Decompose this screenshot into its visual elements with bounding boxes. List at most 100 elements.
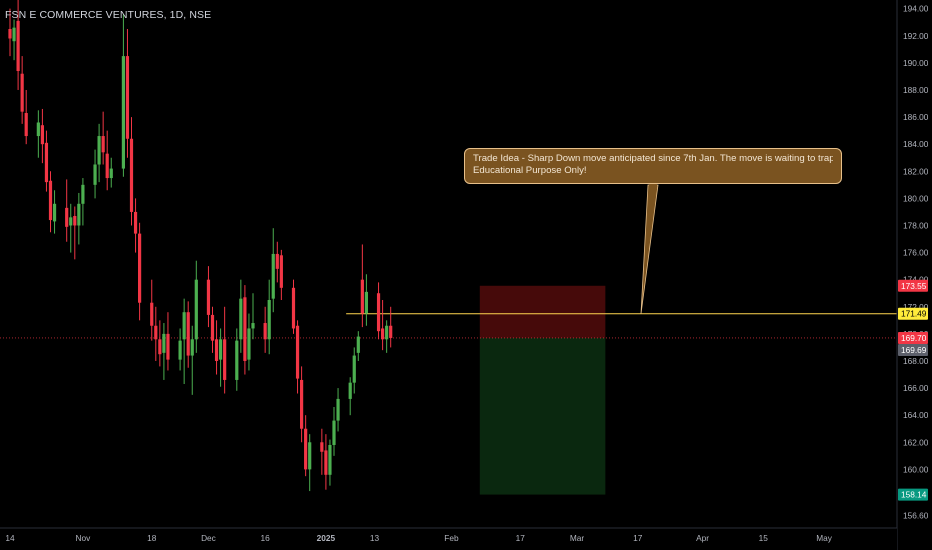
candle-body — [295, 325, 300, 379]
candle-body — [101, 136, 105, 153]
candle-body — [190, 339, 194, 356]
candle-body — [16, 20, 20, 72]
price-tick-label: 162.00 — [903, 437, 929, 447]
candle-body — [40, 125, 44, 145]
price-tick-label: 188.00 — [903, 85, 929, 95]
time-tick-label: Dec — [201, 533, 216, 543]
price-tick-label: 166.00 — [903, 383, 929, 393]
candle-body — [336, 398, 340, 421]
candle-body — [360, 279, 364, 314]
time-tick-label: 13 — [370, 533, 380, 543]
price-tick-label: 180.00 — [903, 193, 929, 203]
price-tick-label: 164.00 — [903, 410, 929, 420]
candle-body — [324, 450, 328, 475]
price-label-badge[interactable]: 169.70 — [898, 331, 928, 344]
price-label-badge[interactable]: 171.49 — [898, 307, 928, 320]
candle-body — [81, 184, 85, 204]
price-label-bg — [898, 279, 928, 292]
candle-body — [182, 312, 186, 340]
price-label-bg — [898, 331, 928, 344]
time-tick-label: 18 — [147, 533, 157, 543]
time-tick-label: 16 — [261, 533, 271, 543]
candle-body — [194, 279, 198, 340]
candle-body — [251, 323, 255, 329]
candle-body — [97, 136, 101, 165]
candle-body — [109, 168, 113, 179]
time-tick-label: Apr — [696, 533, 709, 543]
candle-body — [304, 428, 308, 470]
candle-body — [376, 293, 381, 332]
candle-body — [381, 328, 385, 340]
candle-body — [73, 215, 77, 226]
stop-loss-zone[interactable] — [479, 285, 606, 338]
candle-body — [52, 203, 57, 222]
price-tick-label: 182.00 — [903, 166, 929, 176]
price-tick-label: 186.00 — [903, 112, 929, 122]
candle-body — [320, 442, 324, 452]
candle-body — [206, 279, 211, 315]
price-tick-label: 172.00 — [903, 302, 929, 312]
price-label-badge[interactable]: 169.69 — [898, 343, 928, 356]
price-label-badge[interactable]: 158.14 — [898, 488, 928, 501]
price-tick-label: 192.00 — [903, 31, 929, 41]
callout-pointer — [640, 184, 659, 314]
price-tick-label: 184.00 — [903, 139, 929, 149]
candle-body — [93, 164, 97, 185]
candle-body — [186, 312, 190, 356]
price-tick-label: 160.00 — [903, 464, 929, 474]
candle-body — [348, 382, 352, 399]
price-label-text: 169.69 — [901, 345, 927, 355]
price-label-text: 169.70 — [901, 333, 927, 343]
candle-body — [24, 113, 28, 137]
candle-body — [20, 73, 24, 112]
candle-body — [166, 333, 170, 360]
target-zone[interactable] — [479, 337, 606, 495]
time-tick-label: Feb — [444, 533, 459, 543]
candle-body — [389, 325, 393, 338]
candle-body — [356, 336, 360, 353]
candle-body — [385, 325, 389, 340]
candle-body — [263, 323, 267, 340]
time-tick-label: 2025 — [317, 533, 336, 543]
candle-body — [48, 180, 53, 221]
candle-body — [150, 302, 154, 326]
candle-body — [69, 217, 73, 226]
candle-body — [243, 297, 247, 361]
candle-body — [235, 340, 239, 380]
price-tick-label: 194.00 — [903, 4, 929, 14]
callout-text-line-2: Educational Purpose Only! — [473, 165, 587, 176]
time-tick-label: May — [816, 533, 833, 543]
price-label-bg — [898, 307, 928, 320]
chart-title: FSN E COMMERCE VENTURES, 1D, NSE — [5, 9, 212, 21]
candle-body — [138, 233, 142, 303]
candle-body — [214, 339, 219, 361]
price-label-text: 158.14 — [901, 490, 927, 500]
time-tick-label: 17 — [633, 533, 643, 543]
candle-body — [154, 325, 158, 340]
candle-body — [300, 379, 304, 429]
callout-text-line-1: Trade Idea - Sharp Down move anticipated… — [473, 153, 833, 164]
candle-body — [247, 328, 251, 360]
candle-body — [271, 253, 275, 299]
time-tick-label: 17 — [516, 533, 526, 543]
candle-body — [77, 203, 81, 226]
candle-body — [65, 207, 69, 227]
time-tick-label: Mar — [570, 533, 585, 543]
candle-body — [44, 142, 49, 183]
trade-idea-callout[interactable]: Trade Idea - Sharp Down move anticipated… — [464, 148, 842, 184]
price-tick-label: 176.00 — [903, 248, 929, 258]
candle-body — [129, 138, 134, 212]
candle-body — [275, 253, 279, 269]
time-axis-background — [0, 528, 897, 550]
time-tick-label: 15 — [759, 533, 769, 543]
price-label-badge[interactable]: 173.55 — [898, 279, 928, 292]
candle-body — [223, 339, 227, 380]
candle-body — [125, 56, 130, 139]
price-tick-label: 190.00 — [903, 58, 929, 68]
price-label-text: 173.55 — [901, 281, 927, 291]
candle-body — [308, 442, 312, 470]
candle-body — [121, 56, 125, 169]
price-label-bg — [898, 343, 928, 356]
